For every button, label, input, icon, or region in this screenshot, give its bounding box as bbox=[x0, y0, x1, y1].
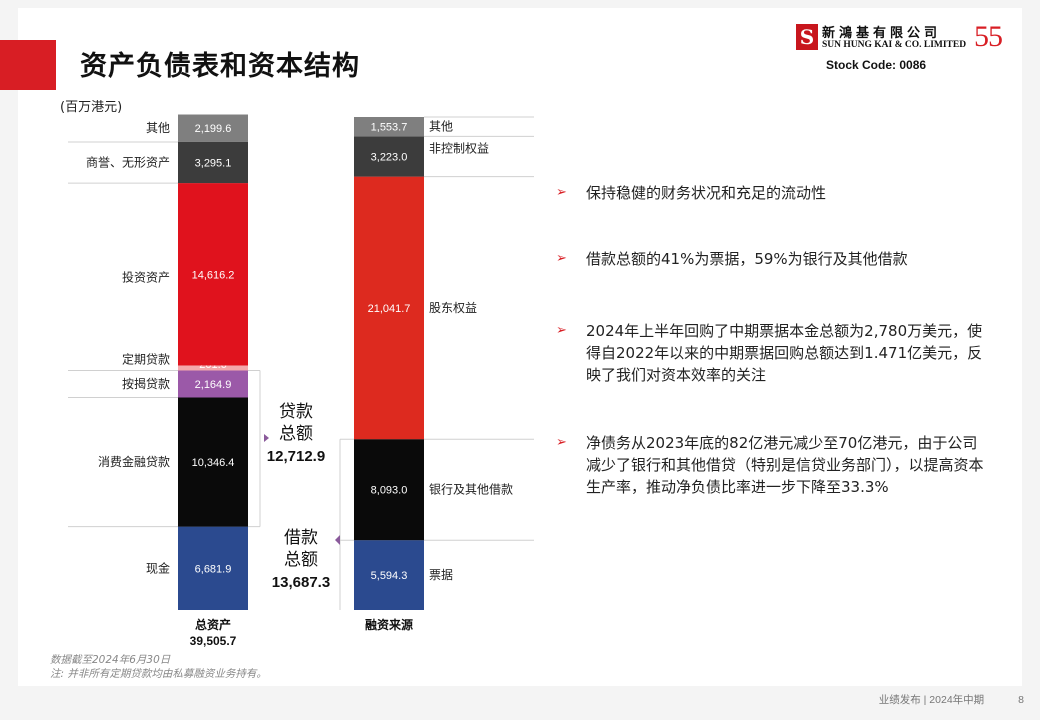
annotation-value: 12,712.9 bbox=[267, 448, 325, 465]
arrow-bullet-icon: ➢ bbox=[556, 435, 567, 450]
segment-name-label: 商誉、无形资产 bbox=[86, 155, 170, 170]
bar-segment-消费金融贷款 bbox=[178, 397, 248, 527]
logo-english-name: SUN HUNG KAI & CO. LIMITED bbox=[822, 40, 967, 50]
category-label: 总资产 bbox=[195, 617, 231, 632]
segment-name-label: 定期贷款 bbox=[122, 351, 170, 366]
segment-value-label: 6,681.9 bbox=[195, 563, 232, 575]
bullet-text: 借款总额的41%为票据，59%为银行及其他借款 bbox=[586, 250, 908, 268]
annotation-title: 总额 bbox=[279, 424, 313, 444]
segment-name-label: 股东权益 bbox=[429, 301, 477, 315]
arrow-bullet-icon: ➢ bbox=[556, 251, 567, 266]
segment-value-label: 3,223.0 bbox=[371, 151, 408, 163]
bullet-text: 净债务从2023年底的82亿港元减少至70亿港元，由于公司减少了银行和其他借贷（… bbox=[586, 434, 984, 496]
chart-unit-label: (百万港元) bbox=[60, 100, 123, 115]
segment-name-label: 投资资产 bbox=[122, 270, 170, 285]
segment-value-label: 21,041.7 bbox=[368, 303, 411, 315]
bar-segment-现金 bbox=[178, 526, 248, 610]
annotation-title: 贷款 bbox=[279, 402, 313, 422]
category-total: 39,505.7 bbox=[190, 634, 237, 648]
segment-value-label: 3,295.1 bbox=[195, 158, 232, 170]
segment-name-label: 银行及其他借款 bbox=[429, 483, 513, 497]
page-title: 资产负债表和资本结构 bbox=[80, 51, 360, 82]
company-logo: S 新鴻基有限公司 SUN HUNG KAI & CO. LIMITED 55 bbox=[796, 20, 1006, 80]
anniversary-mark: 55 bbox=[974, 20, 1003, 53]
segment-name-label: 其他 bbox=[146, 121, 170, 135]
segment-name-label: 其他 bbox=[429, 120, 453, 134]
bar-segment-其他 bbox=[178, 114, 248, 142]
stock-code: Stock Code: 0086 bbox=[826, 58, 927, 72]
segment-name-label: 消费金融贷款 bbox=[98, 454, 170, 469]
segment-value-label: 5,594.3 bbox=[371, 570, 408, 582]
bar-segment-投资资产 bbox=[178, 183, 248, 366]
bullet-text: 2024年上半年回购了中期票据本金总额为2,780万美元，使得自2022年以来的… bbox=[586, 322, 983, 384]
segment-value-label: 14,616.2 bbox=[192, 269, 235, 281]
bullet-text: 保持稳健的财务状况和充足的流动性 bbox=[586, 184, 827, 202]
segment-value-label: 10,346.4 bbox=[192, 457, 235, 469]
segment-value-label: 8,093.0 bbox=[371, 485, 408, 497]
page-number: 8 bbox=[1018, 694, 1024, 706]
bar-segment-其他 bbox=[354, 117, 424, 137]
logo-chinese-name: 新鴻基有限公司 bbox=[822, 26, 942, 41]
segment-name-label: 按揭贷款 bbox=[122, 376, 170, 391]
bar-segment-非控制权益 bbox=[354, 136, 424, 177]
segment-name-label: 非控制权益 bbox=[429, 141, 489, 155]
title-accent-bar bbox=[0, 40, 56, 90]
segment-name-label: 票据 bbox=[429, 568, 453, 582]
annotation-arrow-icon bbox=[335, 535, 340, 545]
shk-logo-icon: S bbox=[796, 24, 818, 50]
page-footer: 业绩发布 | 2024年中期 8 bbox=[879, 692, 1024, 707]
annotation-title: 借款 bbox=[284, 528, 318, 548]
bar-segment-按揭贷款 bbox=[178, 370, 248, 398]
bar-segment-票据 bbox=[354, 540, 424, 610]
segment-value-label: 1,553.7 bbox=[371, 122, 408, 134]
arrow-bullet-icon: ➢ bbox=[556, 185, 567, 200]
bar-segment-商誉-无形资产 bbox=[178, 141, 248, 184]
footnote-disclaimer: 注: 并非所有定期贷款均由私募融资业务持有。 bbox=[50, 668, 267, 680]
footnote-date: 数据截至2024年6月30日 bbox=[50, 654, 171, 666]
segment-value-label: 2,199.6 bbox=[195, 123, 232, 135]
footer-text: 业绩发布 | 2024年中期 bbox=[878, 694, 985, 706]
bar-segment-银行及其他借款 bbox=[354, 439, 424, 541]
segment-name-label: 现金 bbox=[146, 560, 170, 575]
bar-segment-定期贷款 bbox=[178, 365, 248, 371]
annotation-arrow-icon bbox=[264, 434, 269, 442]
segment-value-label: 2,164.9 bbox=[195, 379, 232, 391]
bar-segment-股东权益 bbox=[354, 176, 424, 440]
arrow-bullet-icon: ➢ bbox=[556, 323, 567, 338]
annotation-title: 总额 bbox=[284, 550, 318, 570]
annotation-value: 13,687.3 bbox=[272, 574, 330, 591]
category-label: 融资来源 bbox=[365, 617, 413, 632]
